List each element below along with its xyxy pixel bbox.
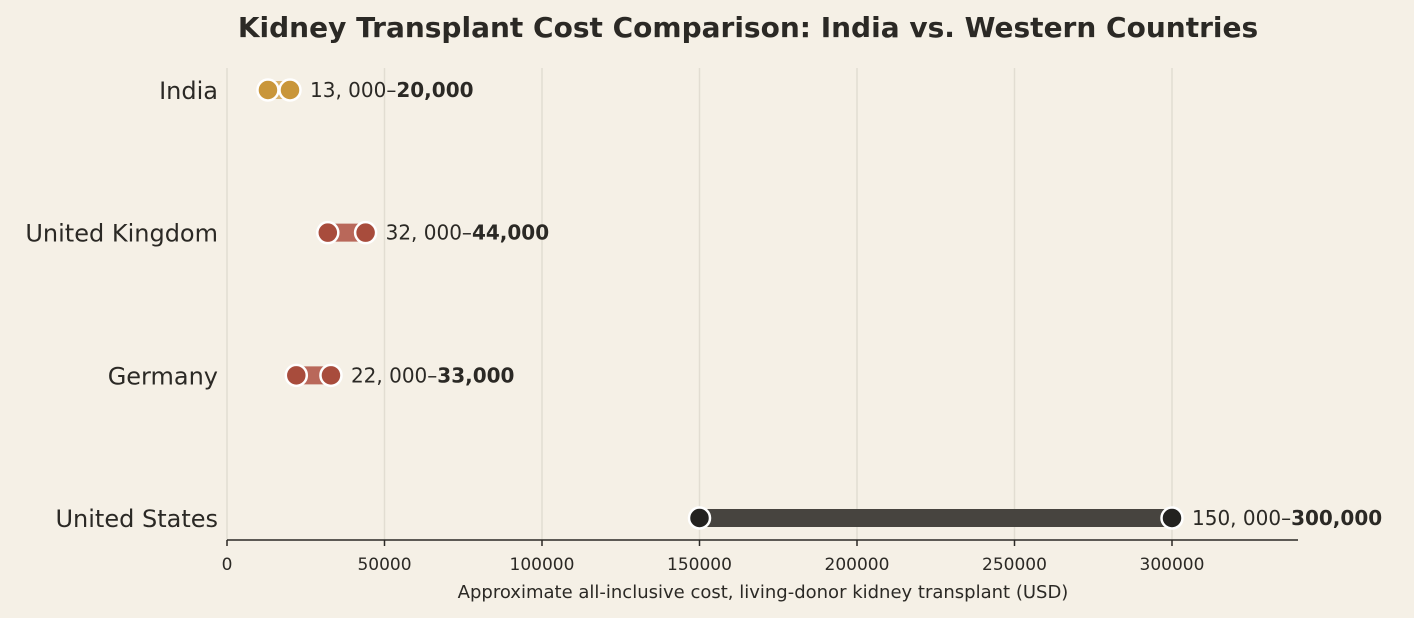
chart-title: Kidney Transplant Cost Comparison: India… [238,11,1258,44]
x-tick-label: 100000 [510,555,575,575]
x-tick-label: 0 [222,555,233,575]
range-low-label: 32, 000– [386,221,472,245]
range-low-label: 13, 000– [310,78,396,102]
range-high-label: 300,000 [1291,506,1382,530]
range-high-label: 20,000 [396,78,473,102]
category-label: India [159,77,218,105]
x-tick-label: 150000 [667,555,732,575]
range-low-label: 22, 000– [351,363,437,387]
high-marker [353,220,378,245]
range-united-states [687,506,1184,530]
range-germany [284,363,343,388]
range-united-kingdom [316,220,378,245]
x-ticks: 0 50000 100000 150000 200000 250000 300000 [222,540,1205,575]
high-marker [319,363,343,388]
category-label: United Kingdom [25,220,218,248]
range-india [256,78,302,102]
x-axis-title: Approximate all-inclusive cost, living-d… [458,582,1069,603]
low-marker [284,363,309,388]
high-marker [278,78,302,102]
range-high-label: 44,000 [472,221,549,245]
category-labels: India United Kingdom Germany United States [25,77,218,533]
category-label: United States [55,505,218,533]
high-marker [1160,506,1184,530]
range-high-label: 33,000 [437,363,514,387]
low-marker [687,506,712,530]
x-tick-label: 50000 [357,555,411,575]
low-marker [316,220,340,245]
range-labels: 13, 000–20,000 32, 000–44,000 22, 000–33,0… [310,78,1382,530]
low-marker [256,78,280,102]
range-value-label: 32, 000–44,000 [386,221,550,245]
x-tick-label: 250000 [982,555,1047,575]
range-low-label: 150, 000– [1192,506,1291,530]
range-bars [256,78,1184,530]
x-tick-label: 200000 [825,555,890,575]
range-value-label: 13, 000–20,000 [310,78,474,102]
x-tick-label: 300000 [1140,555,1205,575]
category-label: Germany [108,362,218,390]
gridlines [226,68,1173,540]
range-value-label: 22, 000–33,000 [351,363,515,387]
range-value-label: 150, 000–300,000 [1192,506,1382,530]
